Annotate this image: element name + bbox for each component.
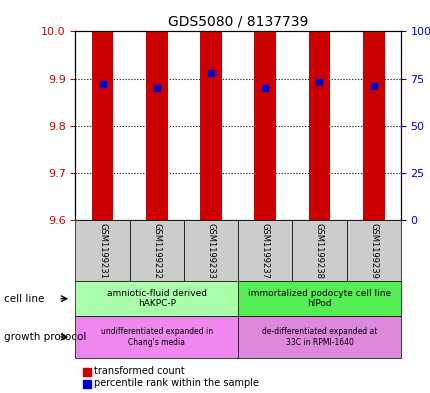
Text: undifferentiated expanded in
Chang's media: undifferentiated expanded in Chang's med… — [101, 327, 212, 347]
Bar — [238, 220, 292, 281]
Title: GDS5080 / 8137739: GDS5080 / 8137739 — [168, 15, 307, 29]
Bar — [254, 0, 276, 220]
Bar — [75, 281, 238, 316]
Bar — [92, 0, 113, 220]
Text: GSM1199237: GSM1199237 — [260, 223, 269, 279]
Text: GSM1199238: GSM1199238 — [314, 223, 323, 279]
Point — [369, 83, 376, 89]
Bar — [238, 281, 400, 316]
Bar — [200, 0, 221, 220]
Bar — [75, 220, 129, 281]
Text: GSM1199231: GSM1199231 — [98, 223, 107, 279]
Bar — [308, 0, 329, 220]
Text: growth protocol: growth protocol — [4, 332, 86, 342]
Bar — [292, 220, 346, 281]
Text: de-differentiated expanded at
33C in RPMI-1640: de-differentiated expanded at 33C in RPM… — [261, 327, 376, 347]
Bar — [346, 220, 400, 281]
Text: GSM1199233: GSM1199233 — [206, 223, 215, 279]
Text: amniotic-fluid derived
hAKPC-P: amniotic-fluid derived hAKPC-P — [107, 289, 206, 309]
Bar — [184, 220, 238, 281]
Point — [99, 81, 106, 87]
Bar — [238, 316, 400, 358]
Text: GSM1199239: GSM1199239 — [369, 223, 378, 279]
Point — [207, 70, 214, 76]
Text: immortalized podocyte cell line
hIPod: immortalized podocyte cell line hIPod — [247, 289, 390, 309]
Bar — [362, 0, 384, 220]
Legend: transformed count, percentile rank within the sample: transformed count, percentile rank withi… — [80, 362, 262, 392]
Bar — [129, 220, 184, 281]
Bar — [146, 0, 167, 220]
Point — [153, 85, 160, 91]
Bar — [75, 316, 238, 358]
Point — [315, 79, 322, 86]
Text: cell line: cell line — [4, 294, 45, 304]
Text: GSM1199232: GSM1199232 — [152, 223, 161, 279]
Point — [261, 85, 268, 91]
